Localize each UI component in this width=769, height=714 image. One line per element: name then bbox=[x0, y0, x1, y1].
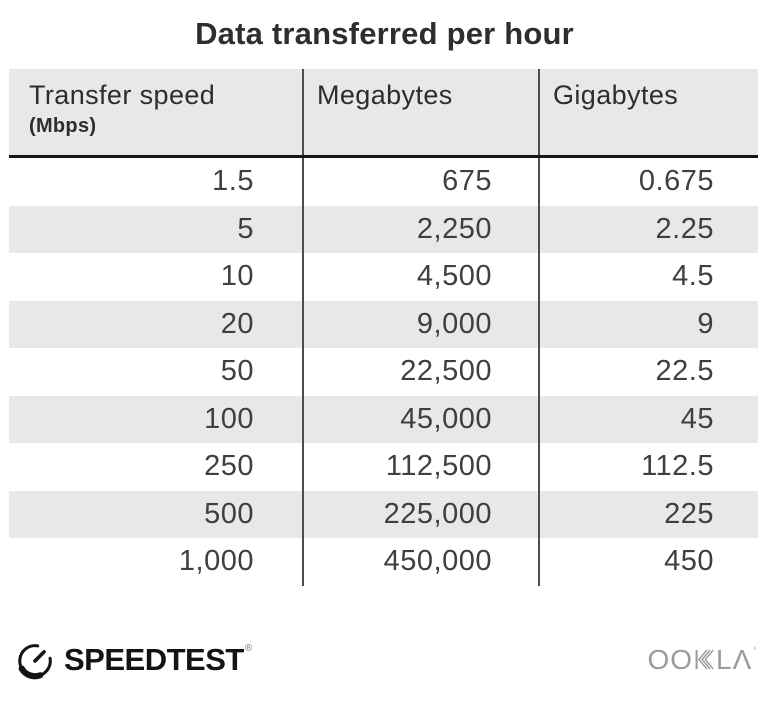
speedtest-logo: SPEEDTEST ® bbox=[14, 638, 252, 682]
cell: 10 bbox=[220, 260, 254, 292]
column-header-megabytes: Megabytes bbox=[302, 69, 538, 155]
table-row: 100 45,000 45 bbox=[9, 395, 758, 443]
footer: SPEEDTEST ® OO LΛ ʼ bbox=[0, 638, 769, 682]
cell: 450 bbox=[538, 538, 758, 586]
cell: 50 bbox=[220, 355, 254, 387]
registered-trademark-icon: ® bbox=[244, 643, 253, 654]
cell: 500 bbox=[204, 497, 254, 530]
page-title: Data transferred per hour bbox=[195, 16, 574, 51]
cell: 45 bbox=[538, 395, 758, 443]
column-header-transfer-speed: Transfer speed (Mbps) bbox=[9, 69, 302, 155]
ookla-wordmark-right: LΛ bbox=[716, 643, 753, 675]
cell: 250 bbox=[204, 450, 254, 482]
cell: 112.5 bbox=[538, 443, 758, 491]
table-row: 1,000 450,000 450 bbox=[9, 538, 758, 586]
ookla-k-icon bbox=[695, 649, 714, 670]
table-row: 5 2,250 2.25 bbox=[9, 205, 758, 253]
cell: 22,500 bbox=[302, 348, 538, 396]
cell: 45,000 bbox=[302, 395, 538, 443]
table-body: 1.5 675 0.675 5 2,250 2.25 10 4,500 4.5 20 9,000 9 5… bbox=[9, 158, 758, 586]
table-row: 1.5 675 0.675 bbox=[9, 158, 758, 206]
cell: 1,000 bbox=[178, 545, 254, 577]
cell: 225,000 bbox=[302, 490, 538, 538]
cell: 4,500 bbox=[302, 253, 538, 301]
ookla-logo: OO LΛ ʼ bbox=[647, 643, 757, 675]
column-header-sublabel: (Mbps) bbox=[29, 115, 97, 137]
data-table: Transfer speed (Mbps) Megabytes Gigabyte… bbox=[9, 69, 758, 586]
speedtest-gauge-icon bbox=[18, 643, 52, 679]
table-header-row: Transfer speed (Mbps) Megabytes Gigabyte… bbox=[9, 69, 758, 158]
table-row: 50 22,500 22.5 bbox=[9, 348, 758, 396]
table-row: 500 225,000 225 bbox=[9, 490, 758, 538]
cell: 0.675 bbox=[538, 158, 758, 206]
column-header-label: Gigabytes bbox=[553, 80, 679, 110]
column-header-label: Transfer speed bbox=[29, 80, 216, 110]
cell: 5 bbox=[237, 212, 254, 245]
ookla-wordmark-left: OO bbox=[647, 643, 694, 675]
cell: 9,000 bbox=[302, 300, 538, 348]
cell: 9 bbox=[538, 300, 758, 348]
cell: 675 bbox=[302, 158, 538, 206]
column-header-label: Megabytes bbox=[317, 80, 453, 110]
cell: 2,250 bbox=[302, 205, 538, 253]
cell: 112,500 bbox=[302, 443, 538, 491]
cell: 450,000 bbox=[302, 538, 538, 586]
cell: 1.5 bbox=[212, 165, 254, 197]
column-header-gigabytes: Gigabytes bbox=[538, 69, 758, 155]
cell: 20 bbox=[220, 307, 254, 340]
cell: 22.5 bbox=[538, 348, 758, 396]
cell: 100 bbox=[204, 402, 254, 435]
table-row: 250 112,500 112.5 bbox=[9, 443, 758, 491]
table-row: 20 9,000 9 bbox=[9, 300, 758, 348]
table-row: 10 4,500 4.5 bbox=[9, 253, 758, 301]
speedtest-wordmark: SPEEDTEST bbox=[64, 642, 244, 677]
cell: 2.25 bbox=[538, 205, 758, 253]
cell: 225 bbox=[538, 490, 758, 538]
ookla-trademark-icon: ʼ bbox=[753, 644, 757, 659]
cell: 4.5 bbox=[538, 253, 758, 301]
